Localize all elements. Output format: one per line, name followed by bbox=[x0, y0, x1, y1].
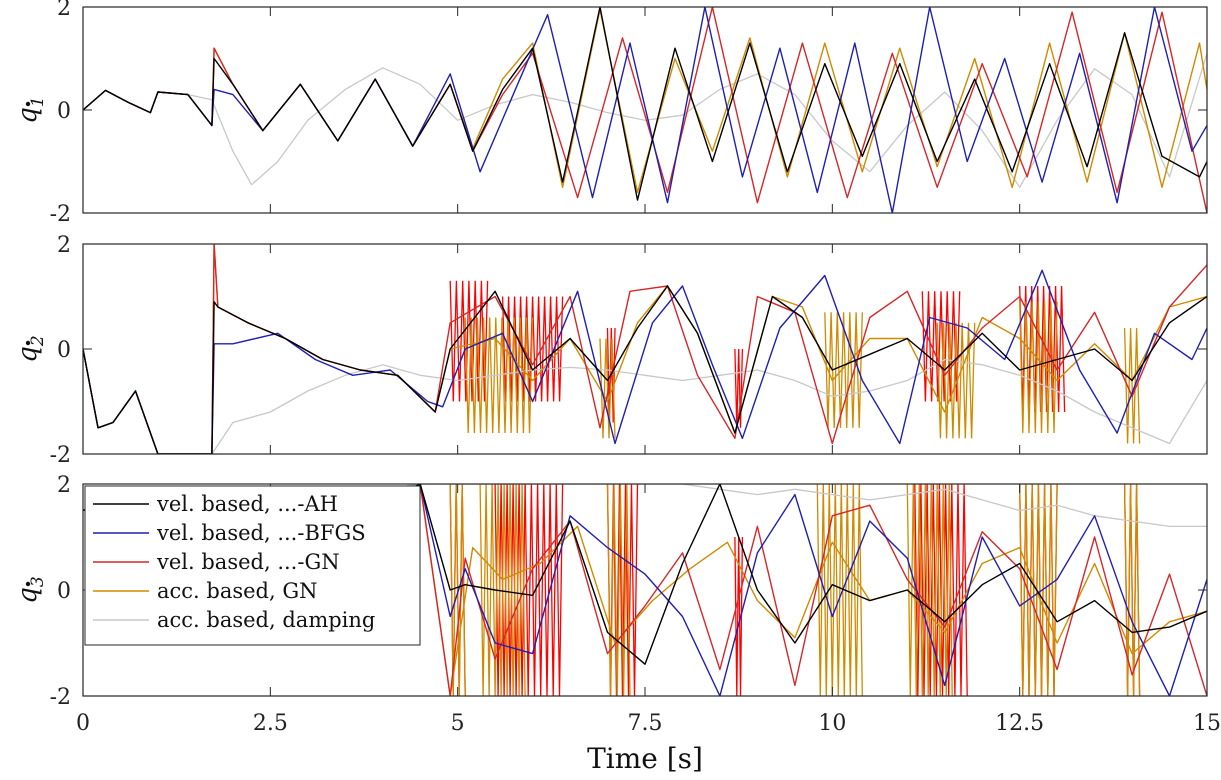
x-tick-label: 15 bbox=[1193, 711, 1221, 736]
panel-q1: -2 0 2 q1 bbox=[13, 0, 1208, 227]
y-tick-label: 2 bbox=[57, 473, 71, 498]
y-axis-label-dot bbox=[25, 340, 31, 346]
burst-mark-6 bbox=[464, 317, 534, 434]
y-axis-label-base: q bbox=[13, 346, 43, 363]
x-tick-label: 12.5 bbox=[995, 711, 1044, 736]
legend-entry-label: vel. based, ...-AH bbox=[156, 492, 338, 516]
x-tick-label: 2.5 bbox=[253, 711, 288, 736]
burst-mark-10 bbox=[606, 484, 631, 696]
y-axis-label-base: q bbox=[13, 587, 43, 604]
x-tick-label: 10 bbox=[818, 711, 846, 736]
burst-mark-9 bbox=[936, 322, 976, 439]
burst-mark-14 bbox=[1123, 484, 1141, 696]
y-tick-label: -2 bbox=[50, 685, 71, 710]
burst-mark-10 bbox=[1019, 301, 1058, 434]
y-tick-label: -2 bbox=[50, 443, 71, 468]
legend-entry-label: acc. based, GN bbox=[157, 579, 318, 603]
y-axis-label: q3 bbox=[13, 576, 48, 603]
y-axis-label: q1 bbox=[13, 96, 48, 123]
y-tick-label: 0 bbox=[57, 338, 71, 363]
y-axis-label-dot bbox=[25, 581, 31, 587]
x-tick-label: 5 bbox=[451, 711, 465, 736]
series-line-vel-based-ah bbox=[83, 7, 1207, 201]
x-axis-label: Time [s] bbox=[587, 742, 703, 775]
y-tick-label: 2 bbox=[57, 233, 71, 258]
panel-plot-area bbox=[83, 244, 1207, 454]
legend: vel. based, ...-AH vel. based, ...-BFGS ve… bbox=[84, 485, 421, 646]
x-axis: 0 2.5 5 7.5 10 12.5 15 bbox=[76, 711, 1221, 736]
burst-mark-4 bbox=[921, 291, 961, 402]
y-tick-label: 2 bbox=[57, 0, 71, 21]
burst-mark-9 bbox=[479, 484, 526, 696]
legend-box bbox=[84, 485, 421, 646]
legend-entry-label: acc. based, damping bbox=[157, 608, 375, 632]
y-axis-label-dot bbox=[25, 101, 31, 107]
burst-mark-8 bbox=[824, 312, 863, 428]
burst-mark-8 bbox=[449, 484, 466, 696]
series-line-acc-based-damping bbox=[83, 53, 1207, 188]
x-tick-label: 7.5 bbox=[628, 711, 663, 736]
legend-entry-label: vel. based, ...-GN bbox=[156, 550, 340, 574]
y-axis-label-subscript: 2 bbox=[28, 335, 48, 347]
legend-entry-label: vel. based, ...-BFGS bbox=[156, 521, 366, 545]
panel-plot-area bbox=[83, 7, 1207, 213]
burst-mark-11 bbox=[1123, 327, 1141, 444]
y-tick-label: -2 bbox=[50, 202, 71, 227]
x-tick-label: 0 bbox=[76, 711, 90, 736]
burst-mark-5 bbox=[914, 484, 968, 696]
burst-mark-0 bbox=[449, 280, 489, 402]
burst-mark-7 bbox=[599, 338, 616, 439]
burst-mark-1 bbox=[494, 484, 526, 696]
series-line-vel-based-ah bbox=[83, 285, 1207, 454]
y-axis-label-base: q bbox=[13, 107, 43, 124]
series-line-vel-based-gn bbox=[83, 244, 1207, 454]
series-line-acc-based-damping bbox=[83, 348, 1207, 454]
y-axis-label-subscript: 1 bbox=[28, 96, 48, 107]
y-axis-label: q2 bbox=[13, 335, 48, 362]
y-tick-label: 0 bbox=[57, 99, 71, 124]
y-axis-label-subscript: 3 bbox=[28, 576, 48, 587]
y-tick-label: 0 bbox=[57, 579, 71, 604]
